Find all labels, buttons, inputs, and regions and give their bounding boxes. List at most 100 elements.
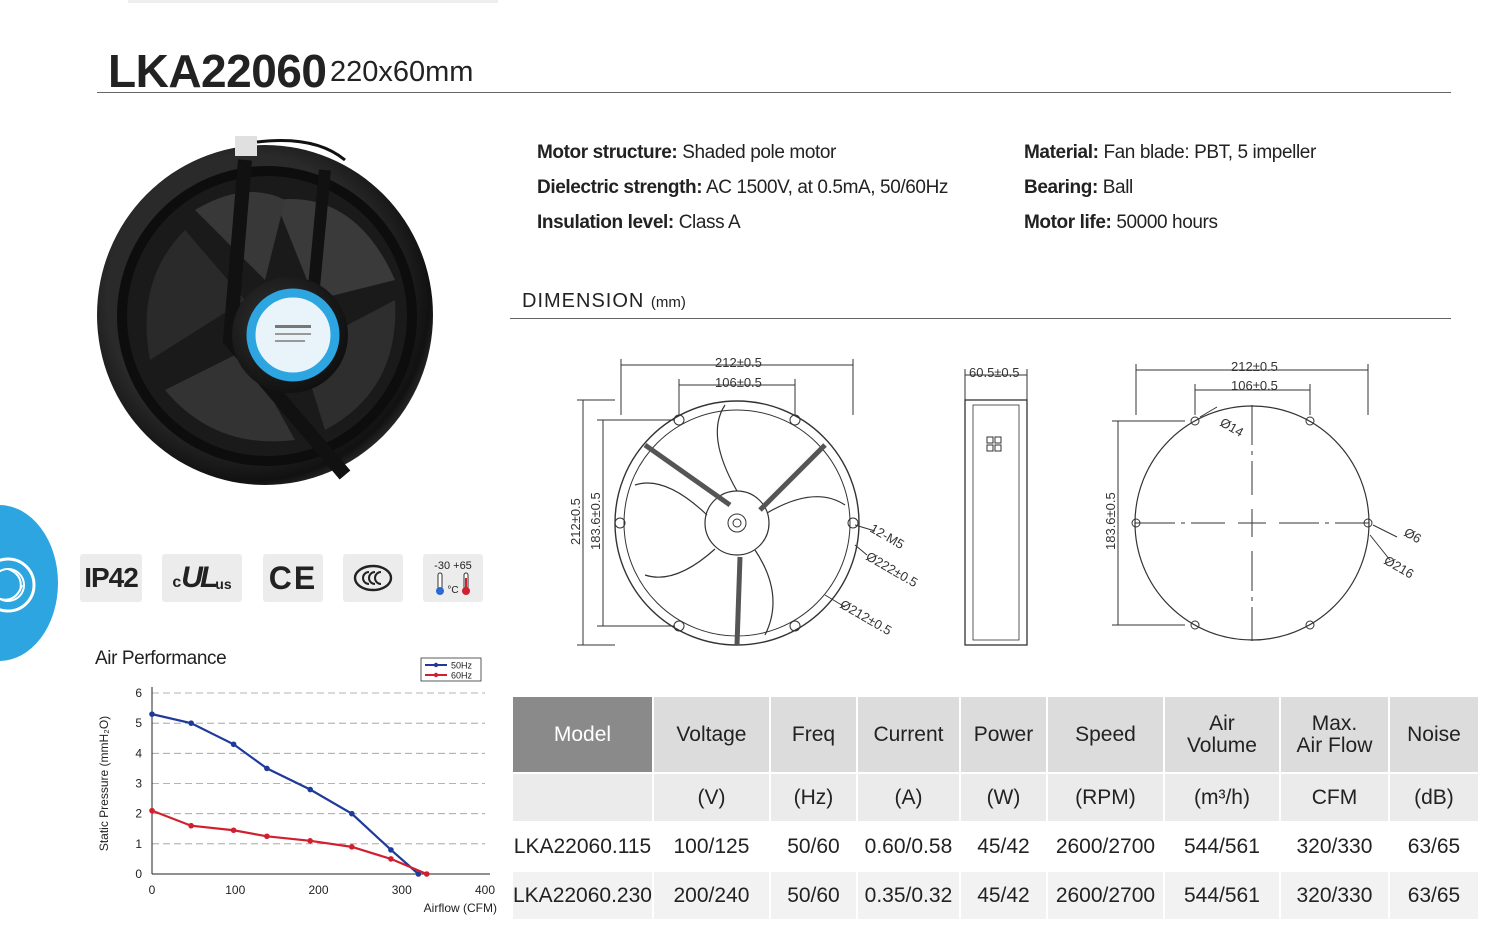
dimension-title: DIMENSION (mm) bbox=[522, 290, 686, 313]
data-point bbox=[264, 765, 270, 772]
table-row: LKA22060.230 200/240 50/60 0.35/0.32 45/42 26… bbox=[513, 871, 1480, 921]
top-divider bbox=[128, 0, 498, 3]
table-unit-cell: (A) bbox=[856, 773, 961, 823]
temperature-low: -30 bbox=[434, 560, 451, 572]
data-point bbox=[188, 822, 194, 829]
legend-label: 60Hz bbox=[451, 671, 473, 681]
y-tick-label: 4 bbox=[135, 746, 142, 760]
ce-mark-badge: CE bbox=[263, 554, 323, 602]
product-title: LKA22060 bbox=[108, 45, 327, 97]
front-view bbox=[577, 359, 876, 646]
front-width-outer: 212±0.5 bbox=[715, 355, 762, 370]
table-header-cell: Model bbox=[513, 697, 654, 774]
table-unit-cell: (V) bbox=[652, 773, 771, 823]
table-cell: 200/240 bbox=[652, 871, 771, 921]
data-point bbox=[388, 856, 394, 862]
side-depth: 60.5±0.5 bbox=[969, 365, 1020, 380]
table-cell: 50/60 bbox=[769, 822, 858, 872]
spec-dielectric-strength: Dielectric strength: AC 1500V, at 0.5mA,… bbox=[537, 177, 948, 198]
table-header-cell: Air Volume bbox=[1163, 697, 1281, 774]
front-width-inner: 106±0.5 bbox=[715, 375, 762, 390]
data-point bbox=[423, 871, 430, 877]
data-point bbox=[230, 741, 237, 748]
table-header-cell: Noise bbox=[1388, 697, 1480, 774]
front-dia-inner: Ø212±0.5 bbox=[838, 597, 895, 638]
table-header-row: Model Voltage Freq Current Power Speed Air Vol… bbox=[513, 697, 1480, 774]
front-screw-spec: 12-M5 bbox=[868, 521, 907, 552]
x-tick-label: 300 bbox=[392, 883, 412, 897]
temperature-range-values: -30 +65 bbox=[434, 560, 472, 572]
temperature-range-badge: -30 +65 °C bbox=[423, 554, 483, 602]
back-width-inner: 106±0.5 bbox=[1231, 378, 1278, 393]
table-cell: 544/561 bbox=[1163, 822, 1281, 872]
temperature-unit: °C bbox=[447, 585, 459, 596]
table-cell: 2600/2700 bbox=[1046, 871, 1165, 921]
legend-label: 50Hz bbox=[451, 661, 473, 671]
side-view bbox=[964, 369, 1028, 646]
spec-material: Material: Fan blade: PBT, 5 impeller bbox=[1024, 142, 1316, 163]
table-header-cell: Current bbox=[856, 697, 961, 774]
back-width-outer: 212±0.5 bbox=[1231, 359, 1278, 374]
temperature-high: +65 bbox=[453, 560, 472, 572]
y-tick-label: 6 bbox=[135, 686, 142, 700]
ccc-certification-badge bbox=[343, 554, 403, 602]
x-tick-label: 200 bbox=[308, 883, 328, 897]
table-unit-cell: (Hz) bbox=[769, 773, 858, 823]
table-cell: 100/125 bbox=[652, 822, 771, 872]
ul-mark: UL bbox=[181, 561, 218, 594]
ul-c-mark: c bbox=[172, 574, 182, 591]
table-header-cell: Power bbox=[959, 697, 1048, 774]
data-point bbox=[230, 827, 237, 834]
table-unit-cell: (W) bbox=[959, 773, 1048, 823]
data-point bbox=[264, 833, 270, 840]
table-row: LKA22060.115 100/125 50/60 0.60/0.58 45/42 26… bbox=[513, 822, 1480, 872]
back-hole-large: Ø14 bbox=[1218, 415, 1247, 440]
model-cell: LKA22060.115 bbox=[513, 822, 654, 872]
dimension-title-text: DIMENSION bbox=[522, 290, 645, 312]
back-height: 183.6±0.5 bbox=[1103, 492, 1118, 550]
table-cell: 50/60 bbox=[769, 871, 858, 921]
back-view bbox=[1112, 364, 1398, 641]
thermometer-cold-icon bbox=[436, 572, 445, 595]
series-line-50Hz bbox=[151, 713, 420, 875]
y-axis-label: Static Pressure (mmH₂O) bbox=[97, 716, 111, 851]
x-tick-label: 100 bbox=[225, 883, 245, 897]
dimension-rule bbox=[510, 318, 1451, 319]
data-point bbox=[307, 786, 313, 793]
thermometer-hot-icon bbox=[461, 572, 470, 595]
y-tick-label: 1 bbox=[135, 837, 142, 851]
data-point bbox=[188, 720, 194, 726]
table-units-row: (V) (Hz) (A) (W) (RPM) (m³/h) CFM (dB) bbox=[513, 773, 1480, 823]
data-point bbox=[388, 847, 394, 853]
y-tick-label: 5 bbox=[135, 716, 142, 730]
x-tick-label: 0 bbox=[149, 883, 156, 897]
table-cell: 320/330 bbox=[1279, 871, 1390, 921]
data-point bbox=[149, 711, 155, 717]
thermometer-group: °C bbox=[435, 572, 470, 596]
table-unit-cell: (dB) bbox=[1388, 773, 1480, 823]
x-tick-label: 400 bbox=[475, 883, 495, 897]
table-unit-cell: (RPM) bbox=[1046, 773, 1165, 823]
table-cell: 320/330 bbox=[1279, 822, 1390, 872]
y-tick-label: 0 bbox=[135, 867, 142, 881]
y-tick-label: 2 bbox=[135, 807, 142, 821]
fan-outline-icon bbox=[0, 557, 36, 613]
front-height-inner: 183.6±0.5 bbox=[588, 492, 603, 550]
table-unit-cell: (m³/h) bbox=[1163, 773, 1281, 823]
x-axis-label: Airflow (CFM) bbox=[424, 901, 497, 915]
legend-marker bbox=[433, 672, 439, 678]
spec-motor-life: Motor life: 50000 hours bbox=[1024, 212, 1218, 233]
product-size: 220x60mm bbox=[330, 56, 474, 88]
air-performance-chart: 0 1 2 3 4 5 6 0 100 200 300 400 Airflow (CFM) Static … bbox=[97, 657, 497, 915]
data-point bbox=[415, 871, 422, 877]
table-header-cell: Max. Air Flow bbox=[1279, 697, 1390, 774]
series-line-60Hz bbox=[151, 809, 428, 876]
table-header-cell: Speed bbox=[1046, 697, 1165, 774]
spec-bearing: Bearing: Ball bbox=[1024, 177, 1133, 198]
table-cell: 0.60/0.58 bbox=[856, 822, 961, 872]
ip-rating-badge: IP42 bbox=[80, 554, 142, 602]
data-point bbox=[349, 844, 355, 850]
model-cell: LKA22060.230 bbox=[513, 871, 654, 921]
legend-marker bbox=[433, 662, 439, 668]
front-height-outer: 212±0.5 bbox=[568, 498, 583, 545]
